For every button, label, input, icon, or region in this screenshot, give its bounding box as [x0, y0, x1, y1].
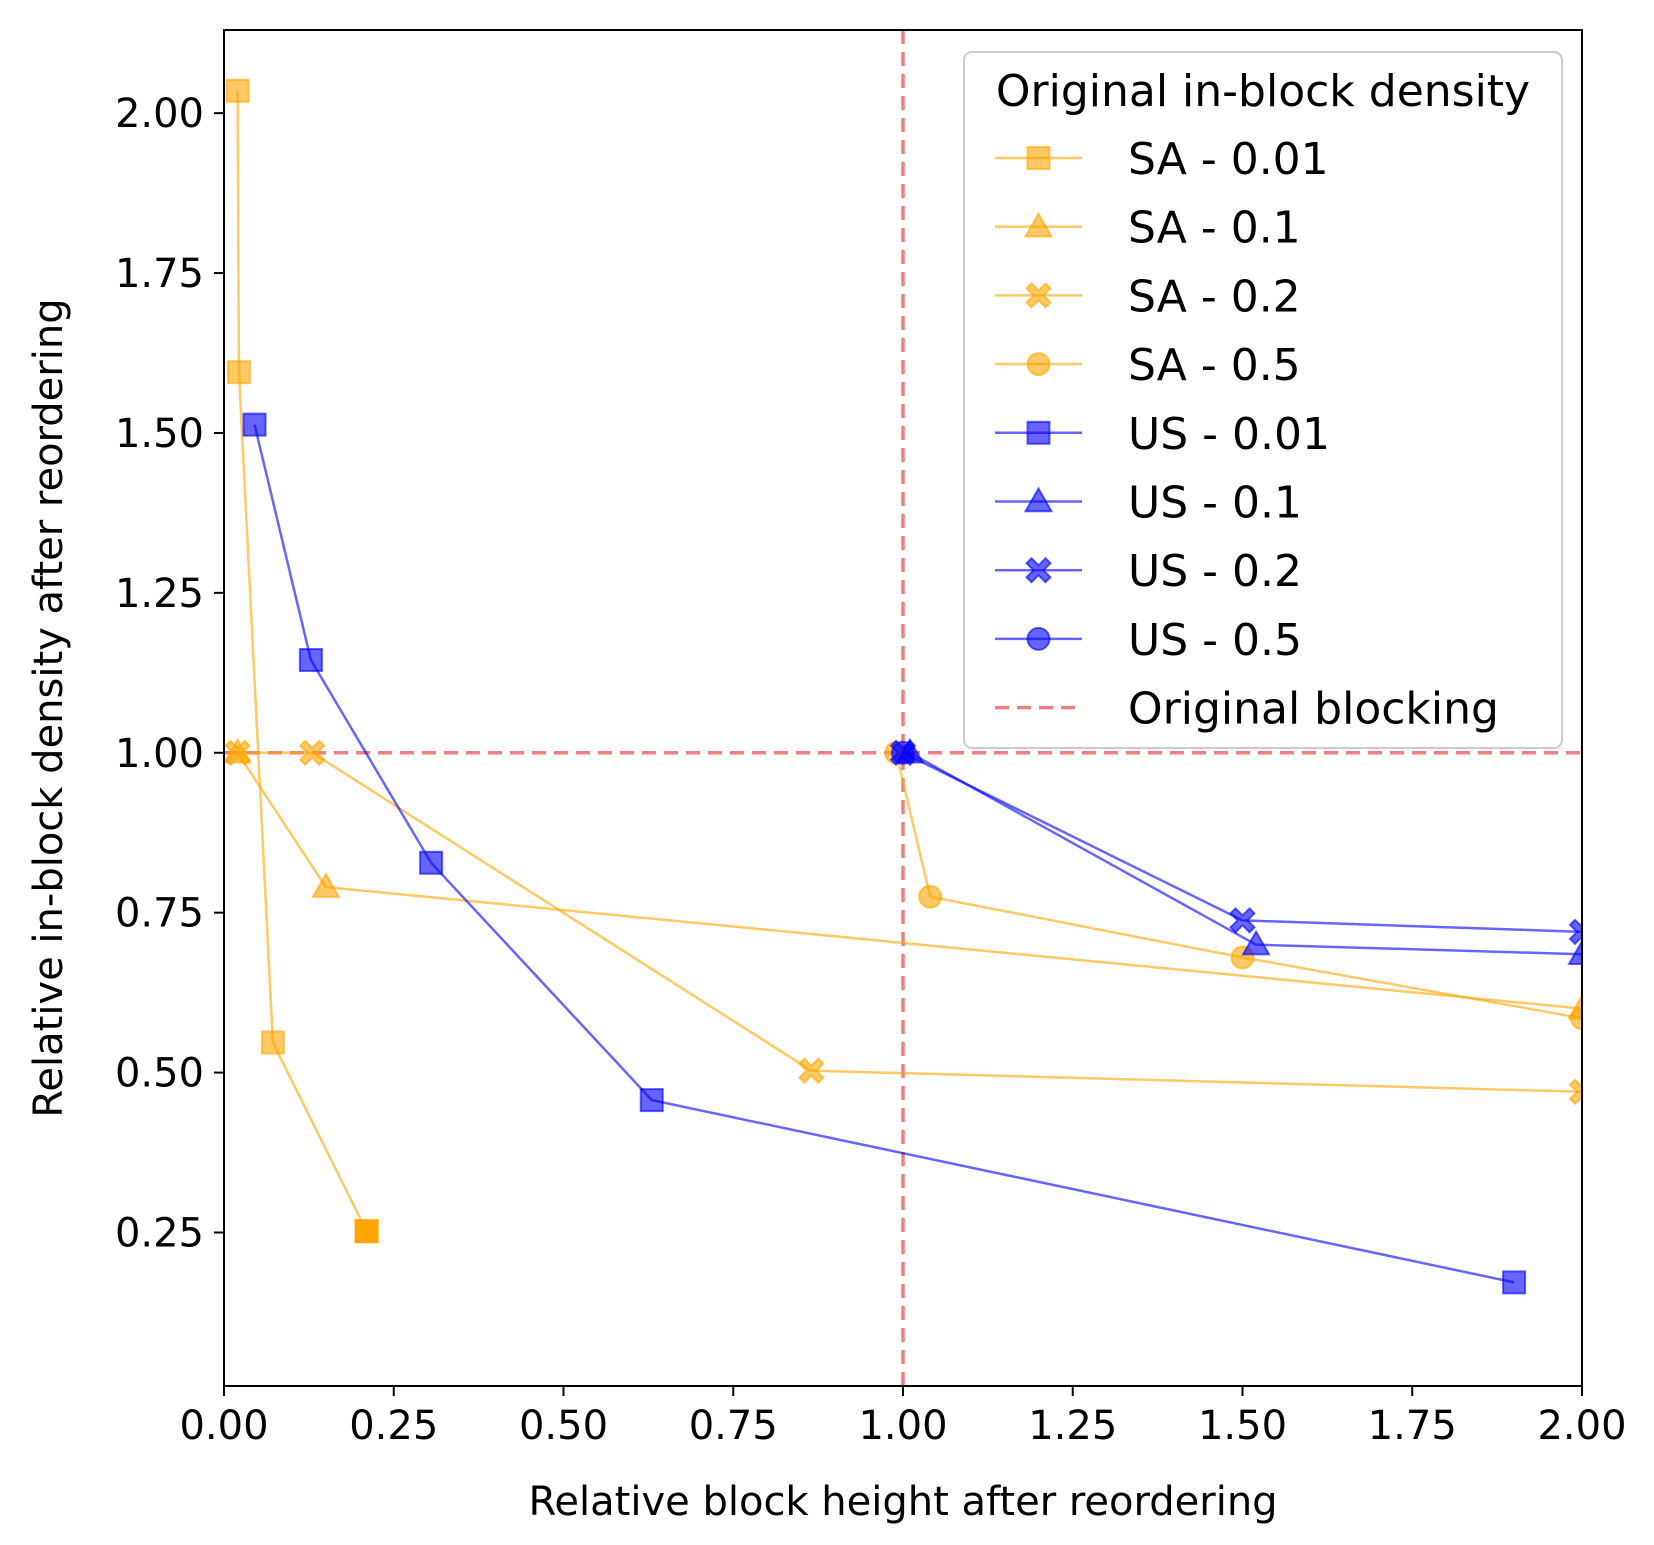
x-tick-label: 1.75: [1368, 1403, 1457, 1449]
y-tick-label: 1.50: [115, 411, 204, 457]
legend-entry: US - 0.2: [995, 546, 1302, 597]
data-point: [224, 739, 251, 767]
data-point: [226, 360, 251, 385]
legend-marker: [1026, 420, 1051, 445]
data-point: [1567, 939, 1582, 966]
legend-marker: [1025, 281, 1052, 309]
legend-box: [963, 51, 1563, 749]
y-tick-label: 0.25: [115, 1210, 204, 1256]
x-tick-label: 1.50: [1198, 1403, 1287, 1449]
x-tick-label: 0.75: [689, 1403, 778, 1449]
x-tick-label: 0.00: [179, 1403, 268, 1449]
data-point: [354, 1219, 379, 1244]
y-tick-label: 0.75: [115, 891, 204, 937]
legend-entry: Original blocking: [995, 684, 1499, 735]
data-point: [225, 78, 250, 103]
y-tick-label: 2.00: [115, 91, 204, 137]
legend-entry: US - 0.1: [995, 478, 1302, 529]
data-point: [639, 1088, 664, 1113]
series-sa-0-01: [225, 78, 379, 1244]
legend-entries: SA - 0.01 SA - 0.1 SA - 0.2 SA - 0.5 US - 0.…: [995, 134, 1499, 735]
legend-label: Original blocking: [1128, 684, 1499, 735]
data-point: [1570, 1006, 1582, 1031]
legend-marker: [1026, 146, 1051, 170]
data-point: [260, 1030, 285, 1055]
legend-marker: [1026, 626, 1051, 651]
data-point: [891, 740, 915, 765]
legend-label: US - 0.2: [1128, 546, 1302, 597]
data-point: [298, 648, 323, 673]
y-axis: 0.25 0.50 0.75 1.00 1.25 1.50 1.75 2.00: [115, 91, 224, 1256]
legend-marker: [1023, 486, 1054, 513]
x-axis: 0.00 0.25 0.50 0.75 1.00 1.25 1.50 1.75 2.00: [179, 1386, 1627, 1449]
data-point: [419, 850, 444, 875]
legend-marker: [1025, 556, 1052, 584]
series-us-0-01: [242, 412, 1527, 1295]
x-tick-label: 2.00: [1537, 1403, 1626, 1449]
legend-entry: US - 0.01: [995, 409, 1330, 460]
legend-label: SA - 0.2: [1128, 271, 1301, 322]
series-sa-0-2: [224, 739, 1582, 1106]
legend-label: SA - 0.1: [1128, 203, 1301, 254]
y-tick-label: 0.50: [115, 1051, 204, 1097]
y-axis-label: Relative in-block density after reorderi…: [26, 298, 72, 1117]
legend-label: US - 0.5: [1128, 615, 1302, 666]
legend-marker: [1023, 211, 1054, 238]
y-tick-label: 1.25: [115, 571, 204, 617]
data-point: [918, 884, 943, 909]
legend-marker: [1026, 352, 1051, 377]
series-line: [894, 752, 1582, 1020]
x-axis-label: Relative block height after reordering: [528, 1479, 1277, 1525]
x-tick-label: 0.50: [519, 1403, 608, 1449]
legend-label: SA - 0.5: [1128, 340, 1301, 391]
series-line: [236, 90, 368, 1232]
data-point: [1229, 906, 1256, 934]
x-tick-label: 1.25: [1028, 1403, 1117, 1449]
reference-lines: [224, 30, 1582, 1386]
legend-entry: SA - 0.01: [995, 134, 1329, 185]
legend-label: SA - 0.01: [1128, 134, 1329, 185]
series-layer: [224, 78, 1582, 1295]
data-point: [1568, 1078, 1582, 1106]
legend-entry: SA - 0.5: [995, 340, 1301, 391]
series-line: [237, 751, 1582, 1094]
legend-entry: SA - 0.2: [995, 271, 1301, 322]
y-tick-label: 1.00: [115, 731, 204, 777]
data-point: [797, 1057, 825, 1085]
data-point: [1241, 929, 1271, 956]
data-point: [298, 739, 326, 767]
data-point: [1568, 918, 1582, 946]
x-tick-label: 0.25: [349, 1403, 438, 1449]
data-point: [242, 412, 267, 437]
legend-label: US - 0.01: [1128, 409, 1330, 460]
data-point: [1502, 1270, 1527, 1295]
y-tick-label: 1.75: [115, 251, 204, 297]
legend-entry: US - 0.5: [995, 615, 1302, 666]
legend-entry: SA - 0.1: [995, 203, 1301, 254]
data-point: [311, 872, 341, 898]
series-us-0-5: [891, 740, 915, 765]
x-tick-label: 1.00: [858, 1403, 947, 1449]
legend-label: US - 0.1: [1128, 478, 1302, 529]
legend-title: Original in-block density: [996, 66, 1530, 117]
